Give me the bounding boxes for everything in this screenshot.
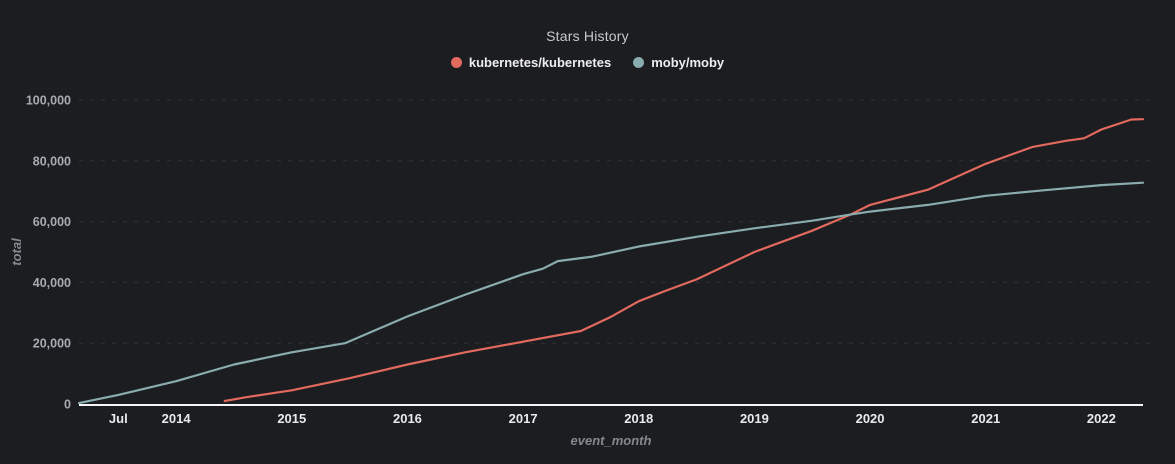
x-tick-label: 2020 <box>856 411 885 426</box>
chart-legend: kubernetes/kubernetes moby/moby <box>0 55 1175 70</box>
series-lines <box>77 118 1145 405</box>
series-line-kubernetes-kubernetes[interactable] <box>223 118 1145 403</box>
y-tick-label: 80,000 <box>33 154 71 168</box>
legend-marker-icon <box>633 57 645 68</box>
y-tick-label: 60,000 <box>33 215 71 229</box>
x-tick-label: Jul <box>109 411 128 426</box>
x-tick-label: 2022 <box>1087 411 1116 426</box>
x-tick-label: 2017 <box>509 411 538 426</box>
gridlines <box>79 99 1152 344</box>
x-tick-label: 2014 <box>162 411 192 426</box>
legend-label-kubernetes: kubernetes/kubernetes <box>468 55 612 70</box>
x-tick-label: 2016 <box>393 411 422 426</box>
y-axis-title: total <box>9 238 24 266</box>
legend-label-moby: moby/moby <box>651 55 725 70</box>
x-tick-label: 2015 <box>277 411 306 426</box>
legend-marker-icon <box>450 57 462 68</box>
legend-item-kubernetes[interactable]: kubernetes/kubernetes <box>450 55 612 70</box>
legend-item-moby[interactable]: moby/moby <box>633 55 724 70</box>
chart-title: Stars History <box>546 28 629 44</box>
x-axis-title: event_month <box>571 433 652 448</box>
y-tick-label: 20,000 <box>33 337 71 351</box>
y-tick-label: 0 <box>64 398 71 412</box>
x-tick-label: 2019 <box>740 411 769 426</box>
y-tick-label: 40,000 <box>33 276 71 290</box>
x-tick-label: 2018 <box>624 411 653 426</box>
y-tick-label: 100,000 <box>26 94 71 108</box>
x-tick-label: 2021 <box>971 411 1000 426</box>
series-line-moby-moby[interactable] <box>77 181 1145 405</box>
axis-ticks: 0 20,000 40,000 60,000 80,000 100,000 Jul 2014 2… <box>26 94 1116 427</box>
